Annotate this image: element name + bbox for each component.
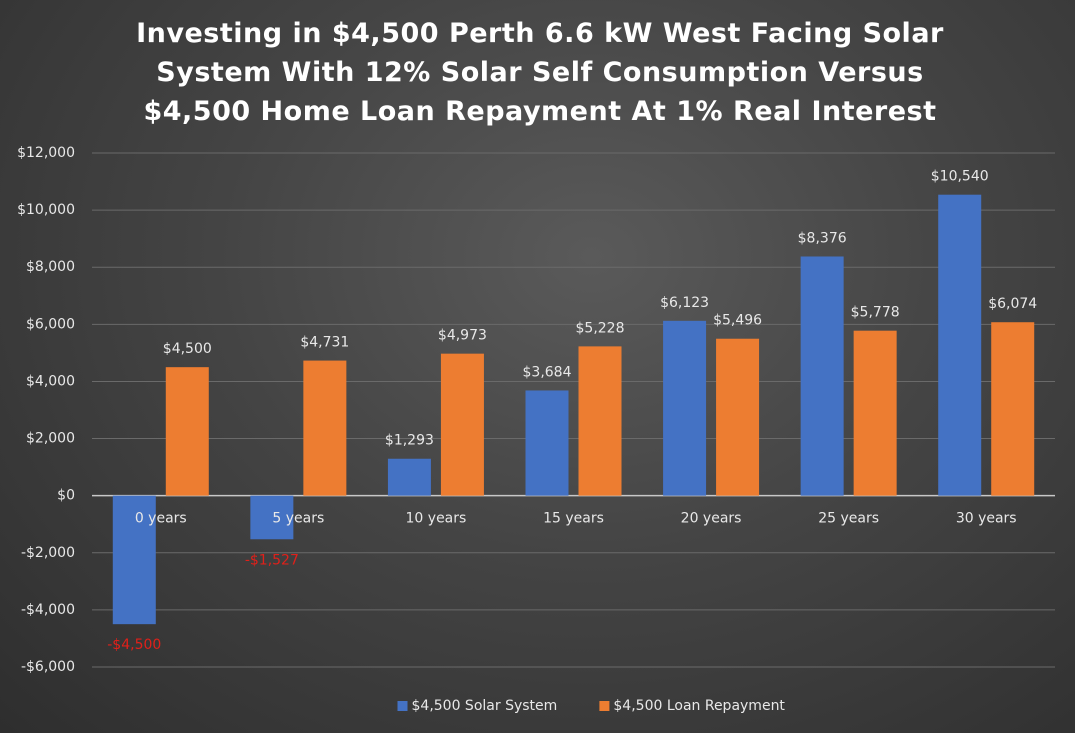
data-label: $1,293: [385, 433, 434, 449]
y-tick-label: -$2,000: [21, 545, 75, 561]
y-tick-label: $4,000: [26, 373, 75, 389]
bar: [525, 390, 569, 496]
y-tick-label: $2,000: [26, 431, 75, 447]
y-tick-label: -$6,000: [21, 659, 75, 675]
bar: [440, 353, 484, 496]
bar: [578, 346, 622, 496]
x-tick-label: 15 years: [543, 511, 604, 527]
chart-title: Investing in $4,500 Perth 6.6 kW West Fa…: [136, 18, 944, 127]
y-tick-label: $10,000: [17, 202, 75, 218]
y-tick-label: $12,000: [17, 145, 75, 161]
x-tick-label: 0 years: [135, 511, 187, 527]
data-label: $4,500: [163, 341, 212, 357]
bar: [250, 495, 294, 540]
data-label: $5,228: [576, 320, 625, 336]
bar: [991, 322, 1035, 496]
data-label: $10,540: [931, 169, 989, 185]
legend-label: $4,500 Loan Repayment: [613, 698, 785, 714]
data-label: $8,376: [798, 230, 847, 246]
data-label: -$1,527: [245, 552, 299, 568]
legend-swatch: [599, 701, 610, 711]
x-tick-label: 20 years: [681, 511, 742, 527]
x-tick-label: 30 years: [956, 511, 1017, 527]
bar: [112, 495, 156, 625]
bar: [387, 458, 431, 496]
bar: [303, 360, 347, 496]
bar: [853, 330, 897, 496]
legend-swatch: [397, 701, 408, 711]
data-label: $6,074: [988, 296, 1037, 312]
data-label: $5,496: [713, 313, 762, 329]
bar: [800, 256, 844, 496]
bar: [165, 367, 209, 496]
data-label: $3,684: [523, 364, 572, 380]
data-label: $4,973: [438, 328, 487, 344]
y-tick-label: -$4,000: [21, 602, 75, 618]
x-tick-label: 10 years: [406, 511, 467, 527]
data-label: -$4,500: [107, 637, 161, 653]
bar: [663, 320, 707, 496]
bar: [938, 194, 982, 496]
y-tick-label: $6,000: [26, 316, 75, 332]
y-tick-label: $0: [57, 488, 75, 504]
data-label: $6,123: [660, 295, 709, 311]
x-tick-label: 5 years: [272, 511, 324, 527]
y-tick-label: $8,000: [26, 259, 75, 275]
data-label: $5,778: [851, 305, 900, 321]
bar: [716, 338, 760, 496]
data-label: $4,731: [300, 335, 349, 351]
x-tick-label: 25 years: [818, 511, 879, 527]
legend-label: $4,500 Solar System: [412, 698, 558, 714]
